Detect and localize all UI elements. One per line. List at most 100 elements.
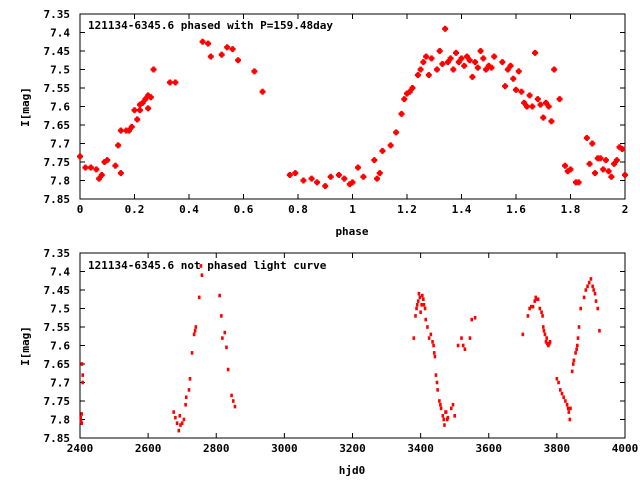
data-point	[414, 314, 417, 318]
data-point	[463, 53, 470, 60]
data-point	[428, 55, 435, 62]
data-point	[534, 96, 541, 103]
data-point	[235, 57, 242, 64]
data-point	[80, 421, 84, 425]
data-point	[178, 414, 182, 418]
data-point	[473, 315, 477, 320]
data-point	[468, 336, 472, 340]
data-point	[570, 369, 574, 374]
data-point	[557, 380, 560, 385]
x-tick-label: 2	[622, 203, 629, 216]
data-point	[569, 406, 572, 411]
data-point	[528, 306, 531, 311]
data-point	[229, 46, 236, 53]
y-tick-label: 7.4	[50, 266, 70, 279]
data-point	[374, 175, 381, 182]
data-point	[98, 171, 105, 178]
x-tick-label: 1	[349, 203, 356, 216]
data-point	[327, 173, 334, 180]
data-point	[423, 53, 430, 60]
data-point	[184, 395, 188, 400]
data-point	[179, 423, 182, 427]
data-point	[544, 340, 548, 344]
plot-title: 121134-6345.6 phased with P=159.48day	[88, 19, 333, 32]
data-point	[461, 62, 468, 69]
data-point	[608, 173, 615, 180]
data-point	[197, 295, 201, 300]
data-point	[470, 317, 474, 322]
data-point	[393, 129, 400, 136]
data-point	[223, 330, 227, 335]
data-point	[575, 347, 578, 351]
data-point	[545, 336, 548, 340]
data-point	[533, 299, 537, 303]
data-point	[602, 157, 609, 164]
data-point	[150, 66, 157, 73]
data-point	[421, 293, 424, 298]
x-tick-label: 0.6	[234, 203, 254, 216]
data-point	[483, 66, 490, 73]
data-point	[592, 170, 599, 177]
x-tick-label: 3000	[271, 442, 298, 455]
x-tick-label: 0	[77, 203, 84, 216]
data-point	[443, 423, 446, 427]
data-point	[231, 399, 235, 403]
data-point	[87, 164, 94, 171]
data-point	[586, 160, 593, 167]
data-point	[583, 134, 590, 141]
data-point	[567, 166, 574, 173]
data-point	[112, 162, 119, 169]
x-tick-label: 0.8	[288, 203, 308, 216]
data-point	[438, 399, 441, 403]
data-point	[445, 417, 449, 422]
data-point	[463, 347, 467, 351]
data-point	[136, 107, 143, 114]
data-point	[126, 127, 133, 134]
data-point	[576, 336, 580, 340]
data-point	[611, 160, 618, 167]
y-tick-label: 7.75	[44, 395, 71, 408]
data-point	[427, 336, 431, 340]
data-point	[379, 147, 386, 154]
data-point	[224, 44, 231, 51]
x-tick-label: 0.4	[179, 203, 199, 216]
x-tick-label: 2400	[67, 442, 94, 455]
data-point	[79, 415, 82, 420]
data-point	[81, 380, 85, 385]
data-point	[444, 59, 451, 66]
data-point	[194, 325, 198, 329]
data-point	[220, 314, 223, 318]
data-point	[442, 417, 446, 422]
data-point	[541, 314, 544, 318]
data-point	[456, 343, 460, 348]
y-tick-label: 7.5	[50, 64, 70, 77]
y-tick-label: 7.45	[44, 45, 71, 58]
data-point	[540, 114, 547, 121]
data-point	[591, 284, 594, 289]
data-point	[577, 325, 581, 329]
data-point	[551, 66, 558, 73]
x-tick-label: 1.2	[397, 203, 417, 216]
y-axis-label: I[mag]	[19, 87, 32, 127]
data-point	[451, 402, 455, 407]
data-point	[531, 304, 535, 309]
y-tick-label: 7.6	[50, 340, 70, 353]
data-point	[582, 295, 586, 300]
data-point	[560, 391, 564, 396]
data-point	[415, 303, 419, 307]
data-point	[172, 410, 175, 414]
unphased-light-curve-panel: 2400 2600 2800 3000 3200 3400 3600 3800 4000 7.35…	[19, 247, 638, 477]
data-point	[174, 415, 177, 420]
data-point	[230, 393, 233, 398]
data-point	[548, 118, 555, 125]
data-point	[387, 142, 394, 149]
data-point	[422, 303, 426, 307]
data-point	[513, 86, 519, 93]
x-tick-label: 1.8	[561, 203, 581, 216]
data-point	[592, 288, 595, 292]
data-point	[406, 88, 413, 95]
data-point	[142, 96, 149, 103]
data-point	[556, 96, 563, 103]
data-point	[564, 399, 567, 403]
data-point	[507, 62, 514, 69]
